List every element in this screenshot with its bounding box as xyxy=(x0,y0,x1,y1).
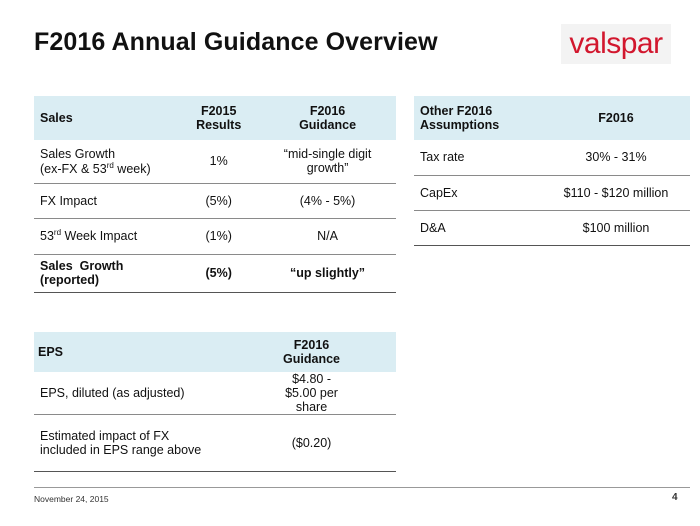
f2016-value: (4% - 5%) xyxy=(259,183,396,219)
f2016-value: “up slightly” xyxy=(259,254,396,293)
other-assumptions-table: Other F2016 Assumptions F2016 Tax rate 3… xyxy=(414,96,690,246)
valspar-logo: valspar xyxy=(561,24,671,64)
sales-guidance-table: Sales F2015 Results F2016 Guidance Sales… xyxy=(34,96,396,293)
row-label-line2-pre: (ex-FX & 53 xyxy=(40,161,107,176)
row-value: ($0.20) xyxy=(227,414,396,472)
row-label: EPS, diluted (as adjusted) xyxy=(34,372,228,415)
row-label-sup: rd xyxy=(53,228,62,238)
header-f2016-guidance: F2016 Guidance xyxy=(227,332,396,372)
row-value: 30% - 31% xyxy=(542,140,690,176)
table-header-row: Other F2016 Assumptions F2016 xyxy=(414,96,690,140)
table-row: CapEx $110 - $120 million xyxy=(414,175,690,211)
page-title: F2016 Annual Guidance Overview xyxy=(34,28,438,56)
row-label-line1: Sales Growth xyxy=(40,146,116,161)
table-row: FX Impact (5%) (4% - 5%) xyxy=(34,183,396,219)
f2016-value: N/A xyxy=(259,218,396,255)
row-label: Sales Growth (reported) xyxy=(34,254,179,293)
f2015-value: (5%) xyxy=(178,254,260,293)
header-sales: Sales xyxy=(34,96,179,140)
f2015-value: (1%) xyxy=(178,218,260,255)
row-label-pre: 53 xyxy=(40,229,54,244)
row-value: $4.80 - $5.00 per share xyxy=(227,372,396,415)
eps-guidance-table: EPS F2016 Guidance EPS, diluted (as adju… xyxy=(34,332,396,472)
table-row: Tax rate 30% - 31% xyxy=(414,140,690,176)
header-f2016-guidance: F2016 Guidance xyxy=(259,96,396,140)
f2015-value: (5%) xyxy=(178,183,260,219)
table-row: 53rd Week Impact (1%) N/A xyxy=(34,218,396,255)
table-header-row: EPS F2016 Guidance xyxy=(34,332,396,372)
row-label-post: Week Impact xyxy=(61,229,138,244)
footer-divider xyxy=(34,487,690,488)
header-other-assumptions: Other F2016 Assumptions xyxy=(414,96,542,140)
table-row: Sales Growth (reported) (5%) “up slightl… xyxy=(34,254,396,293)
row-value: $110 - $120 million xyxy=(542,175,690,211)
header-f2016: F2016 xyxy=(542,96,690,140)
footer-date: November 24, 2015 xyxy=(34,494,109,504)
row-label-sup: rd xyxy=(106,160,114,170)
table-row: D&A $100 million xyxy=(414,210,690,246)
row-label: Tax rate xyxy=(414,140,542,176)
f2015-value: 1% xyxy=(178,140,260,184)
row-label: 53rd Week Impact xyxy=(34,218,179,255)
f2016-value: “mid-single digit growth” xyxy=(259,140,396,184)
row-label-line2-post: week) xyxy=(113,161,151,176)
row-value: $100 million xyxy=(542,210,690,246)
row-label: CapEx xyxy=(414,175,542,211)
table-row: Estimated impact of FX included in EPS r… xyxy=(34,414,396,472)
header-eps: EPS xyxy=(34,332,228,372)
table-row: Sales Growth (ex-FX & 53rd week) 1% “mid… xyxy=(34,140,396,184)
page-number: 4 xyxy=(672,492,678,503)
row-label: FX Impact xyxy=(34,183,179,219)
row-label: D&A xyxy=(414,210,542,246)
table-row: EPS, diluted (as adjusted) $4.80 - $5.00… xyxy=(34,372,396,415)
logo-wordmark: valspar xyxy=(569,27,663,60)
header-f2015-results: F2015 Results xyxy=(178,96,260,140)
row-label: Sales Growth (ex-FX & 53rd week) xyxy=(34,140,179,184)
table-header-row: Sales F2015 Results F2016 Guidance xyxy=(34,96,396,140)
row-label: Estimated impact of FX included in EPS r… xyxy=(34,414,228,472)
